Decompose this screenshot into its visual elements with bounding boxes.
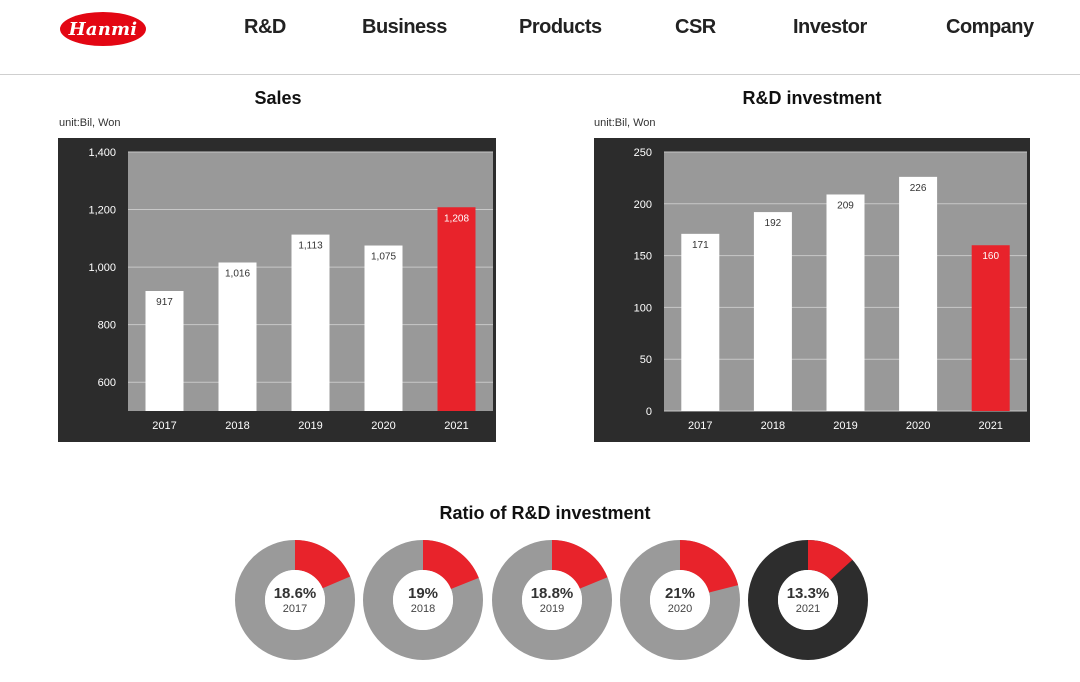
bar-2018 <box>753 212 792 411</box>
donut-chart <box>235 540 355 660</box>
x-tick-label: 2021 <box>978 420 1002 432</box>
x-tick-label: 2021 <box>444 420 468 432</box>
data-label: 1,208 <box>444 213 469 224</box>
nav-business[interactable]: Business <box>362 16 447 38</box>
x-tick-label: 2018 <box>761 420 785 432</box>
y-tick-label: 1,000 <box>88 262 116 274</box>
rnd-unit-label: unit:Bil, Won <box>594 117 656 129</box>
y-tick-label: 800 <box>98 320 116 332</box>
nav-products[interactable]: Products <box>519 16 602 38</box>
rnd-bar-chart: 250 200 150 100 50 0 171 2017 192 2018 209 2019 226 2… <box>594 138 1030 442</box>
y-tick-label: 0 <box>646 406 652 418</box>
data-label: 160 <box>982 251 999 262</box>
bar-2017 <box>681 233 720 411</box>
ratio-donut-2019: 18.8% 2019 <box>492 538 612 662</box>
donut-hole <box>522 570 582 630</box>
donut-chart <box>363 540 483 660</box>
y-tick-label: 250 <box>634 147 652 159</box>
donut-chart <box>748 540 868 660</box>
donut-chart <box>620 540 740 660</box>
x-tick-label: 2017 <box>688 420 712 432</box>
data-label: 1,075 <box>371 252 396 263</box>
bar-2018 <box>218 262 257 411</box>
bar-2020 <box>899 176 938 411</box>
data-label: 917 <box>156 297 173 308</box>
donut-slice-rnd <box>422 540 479 590</box>
donut-hole <box>393 570 453 630</box>
data-label: 1,016 <box>225 269 250 280</box>
ratio-donut-2021: 13.3% 2021 <box>748 538 868 662</box>
x-tick-label: 2019 <box>298 420 322 432</box>
donut-slice-rnd <box>294 540 351 590</box>
data-label: 192 <box>765 218 782 229</box>
ratio-donut-2017: 18.6% 2017 <box>235 538 355 662</box>
bar-2021 <box>971 245 1010 411</box>
nav-rnd[interactable]: R&D <box>244 16 286 38</box>
donut-slice-rnd <box>679 540 739 594</box>
data-label: 1,113 <box>298 241 323 252</box>
donut-slice-rnd <box>551 540 608 590</box>
donut-hole <box>265 570 325 630</box>
nav-company[interactable]: Company <box>946 16 1034 38</box>
x-tick-label: 2019 <box>833 420 857 432</box>
site-header: Hanmi R&D Business Products CSR Investor… <box>0 0 1080 75</box>
x-tick-label: 2020 <box>371 420 395 432</box>
y-tick-label: 50 <box>640 354 652 366</box>
sales-unit-label: unit:Bil, Won <box>59 117 121 129</box>
y-tick-label: 1,400 <box>88 147 116 159</box>
nav-csr[interactable]: CSR <box>675 16 716 38</box>
hanmi-logo[interactable]: Hanmi <box>60 12 146 46</box>
ratio-donut-2020: 21% 2020 <box>620 538 740 662</box>
donut-hole <box>650 570 710 630</box>
bar-2021 <box>437 207 476 411</box>
data-label: 171 <box>692 240 709 251</box>
x-tick-label: 2020 <box>906 420 930 432</box>
rnd-chart-title: R&D investment <box>742 88 882 108</box>
bar-2019 <box>291 234 330 411</box>
ratio-section-title: Ratio of R&D investment <box>439 503 651 523</box>
y-tick-label: 1,200 <box>88 205 116 217</box>
data-label: 209 <box>837 200 854 211</box>
ratio-donut-2018: 19% 2018 <box>363 538 483 662</box>
nav-investor[interactable]: Investor <box>793 16 867 38</box>
y-tick-label: 100 <box>634 302 652 314</box>
y-tick-label: 600 <box>98 377 116 389</box>
y-tick-label: 200 <box>634 199 652 211</box>
sales-chart-title: Sales <box>254 88 302 108</box>
donut-hole <box>778 570 838 630</box>
x-tick-label: 2017 <box>152 420 176 432</box>
bar-2019 <box>826 194 865 411</box>
y-tick-label: 150 <box>634 251 652 263</box>
sales-bar-chart: 1,400 1,200 1,000 800 600 917 2017 1,016 2018 1,1… <box>58 138 496 442</box>
x-tick-label: 2018 <box>225 420 249 432</box>
donut-chart <box>492 540 612 660</box>
bar-2017 <box>145 290 184 411</box>
data-label: 226 <box>910 183 927 194</box>
bar-2020 <box>364 245 403 411</box>
donut-slice-rnd <box>807 540 853 581</box>
